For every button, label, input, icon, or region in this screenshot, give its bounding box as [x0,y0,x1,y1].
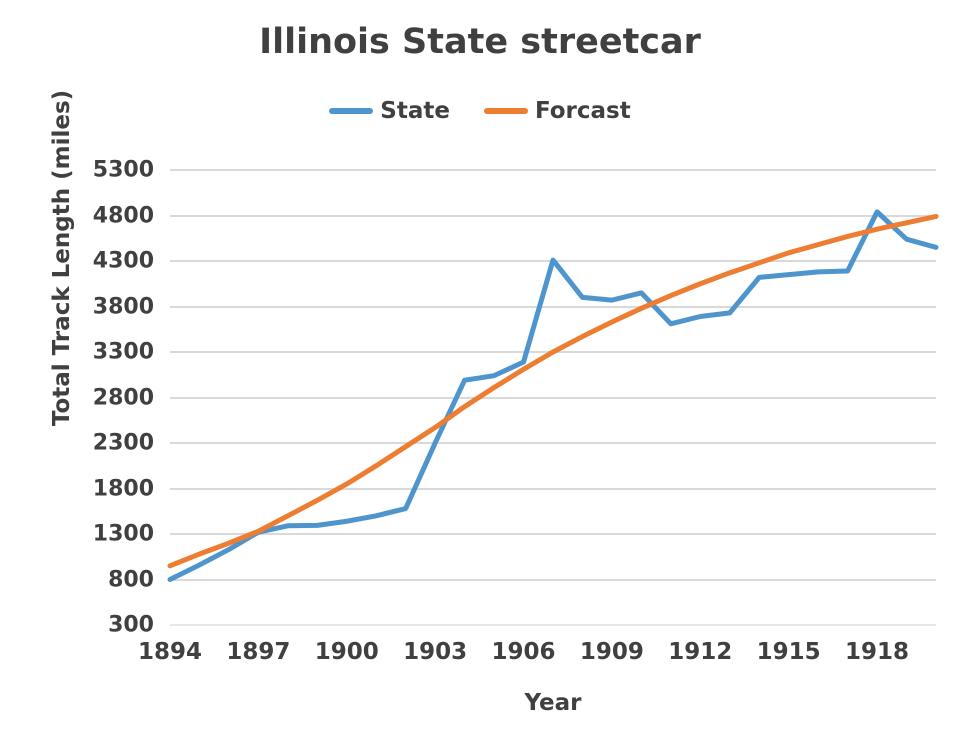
line-swatch-icon [483,108,528,114]
gridline [170,214,936,217]
y-tick-label: 300 [108,612,154,638]
y-tick-label: 3300 [92,339,154,365]
line-swatch-icon [329,108,374,114]
legend-label-state: State [380,98,450,124]
y-tick-label: 4800 [92,203,154,228]
plot-area: 5300 4800 4300 3800 3300 2800 2300 1800 1300 800 3… [93,158,939,665]
series-line-state [167,209,939,582]
gridline [170,442,936,444]
x-tick-label: 1912 [668,639,733,665]
series-lines [167,209,939,582]
chart-title: Illinois State streetcar [259,22,701,62]
gridline [170,578,936,581]
x-tick-label: 1897 [226,639,291,665]
x-tick-label: 1918 [845,639,910,665]
y-tick-label: 2800 [92,385,154,410]
x-tick-label: 1894 [137,639,202,665]
y-tick-label: 1800 [92,476,154,501]
gridline [170,487,936,490]
gridline [170,396,936,399]
legend-label-forcast: Forcast [534,98,631,124]
y-tick-label: 4300 [92,248,154,274]
gridline [170,169,936,171]
y-tick-label: 5300 [92,157,154,183]
legend-item-state[interactable]: State [329,98,450,124]
x-tick-label: 1903 [403,639,468,665]
gridline [170,533,936,535]
gridline [170,624,936,626]
x-tick-label: 1915 [756,639,821,665]
y-tick-label: 2300 [92,430,154,456]
chart-legend: State Forcast [0,98,960,124]
x-tick-label: 1909 [579,639,644,665]
x-tick-label: 1900 [314,639,379,665]
y-tick-label: 800 [108,567,154,592]
y-tick-label: 3800 [92,294,154,319]
x-axis-title: Year [524,690,582,716]
x-tick-label: 1906 [491,639,556,665]
series-line-forcast [167,213,939,569]
y-tick-label: 1300 [92,521,154,547]
gridline [170,305,936,308]
legend-item-forcast[interactable]: Forcast [483,98,631,124]
